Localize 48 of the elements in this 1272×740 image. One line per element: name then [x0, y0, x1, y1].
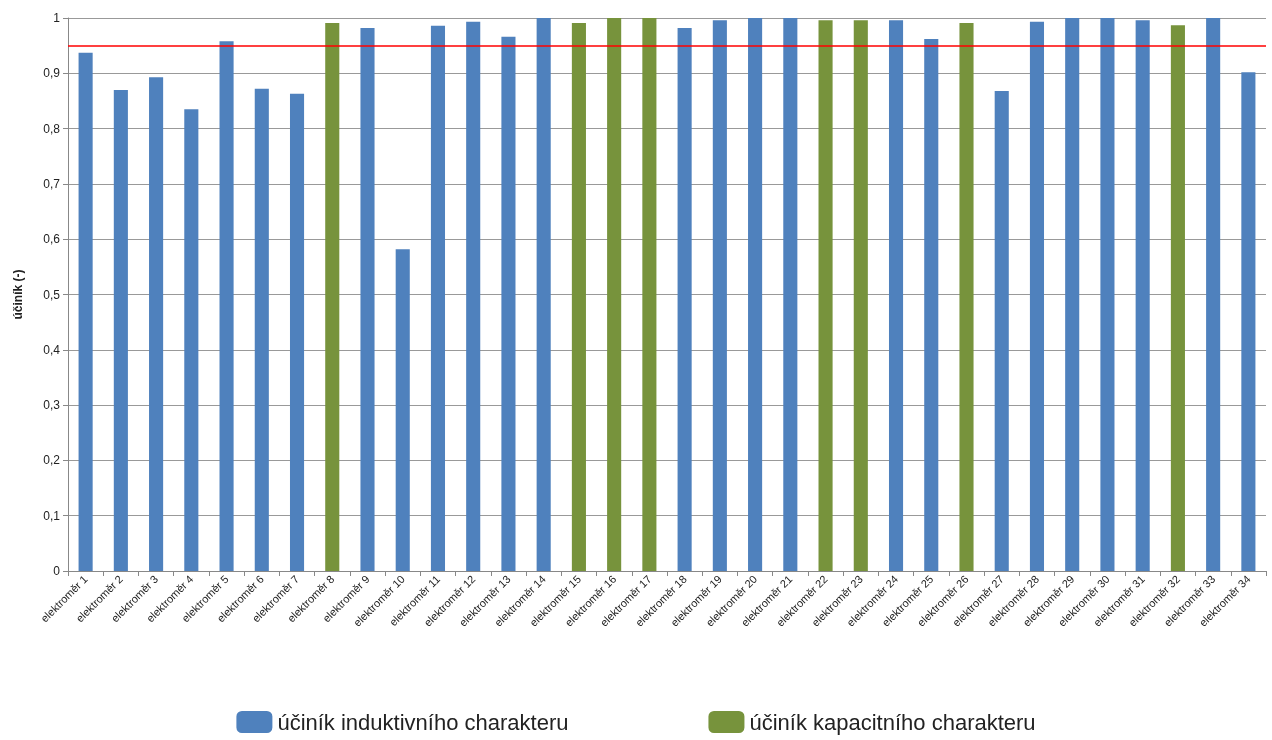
bar [113, 89, 128, 571]
bar [1065, 18, 1080, 571]
bar [888, 20, 904, 571]
bar [430, 25, 446, 571]
bar [1206, 18, 1221, 571]
bar [994, 91, 1009, 571]
bar [219, 41, 234, 571]
y-tick-label: 0,1 [43, 508, 61, 523]
bar [959, 22, 974, 571]
y-tick-label: 0,4 [43, 342, 61, 357]
bar [712, 20, 727, 571]
bar [853, 20, 868, 571]
y-tick-label: 0,7 [43, 176, 61, 191]
y-tick-label: 0 [53, 564, 61, 578]
bar [360, 27, 375, 571]
bar [1029, 21, 1045, 571]
bar [184, 109, 199, 571]
bar [1100, 18, 1115, 571]
bar [325, 22, 340, 571]
y-tick-label: 0,5 [43, 287, 61, 302]
bar [818, 20, 833, 571]
bar [466, 21, 481, 571]
bar [748, 18, 763, 571]
bar [501, 36, 516, 571]
y-tick-label: 0,8 [43, 121, 61, 136]
bar [1170, 25, 1185, 571]
bar [642, 18, 657, 571]
bar [677, 27, 692, 571]
bar [783, 18, 798, 571]
bar [924, 39, 939, 571]
y-tick-label: 0,6 [43, 232, 61, 247]
y-tick-label: 0,2 [43, 453, 61, 468]
bar [289, 93, 305, 571]
legend-label: účiník kapacitního charakteru [749, 709, 1036, 735]
bar [1135, 20, 1150, 571]
y-axis-title: účiník (-) [11, 269, 25, 320]
bar [395, 249, 410, 571]
y-tick-label: 1 [53, 11, 61, 25]
y-tick-label: 0,3 [43, 398, 61, 413]
bar [571, 22, 586, 571]
bar [607, 18, 622, 571]
y-tick-label: 0,9 [43, 66, 61, 81]
bar [536, 18, 551, 571]
bar [78, 52, 93, 571]
bar [149, 77, 164, 571]
bar [254, 88, 269, 571]
bar [1241, 72, 1256, 571]
legend-label: účiník induktivního charakteru [277, 709, 569, 735]
